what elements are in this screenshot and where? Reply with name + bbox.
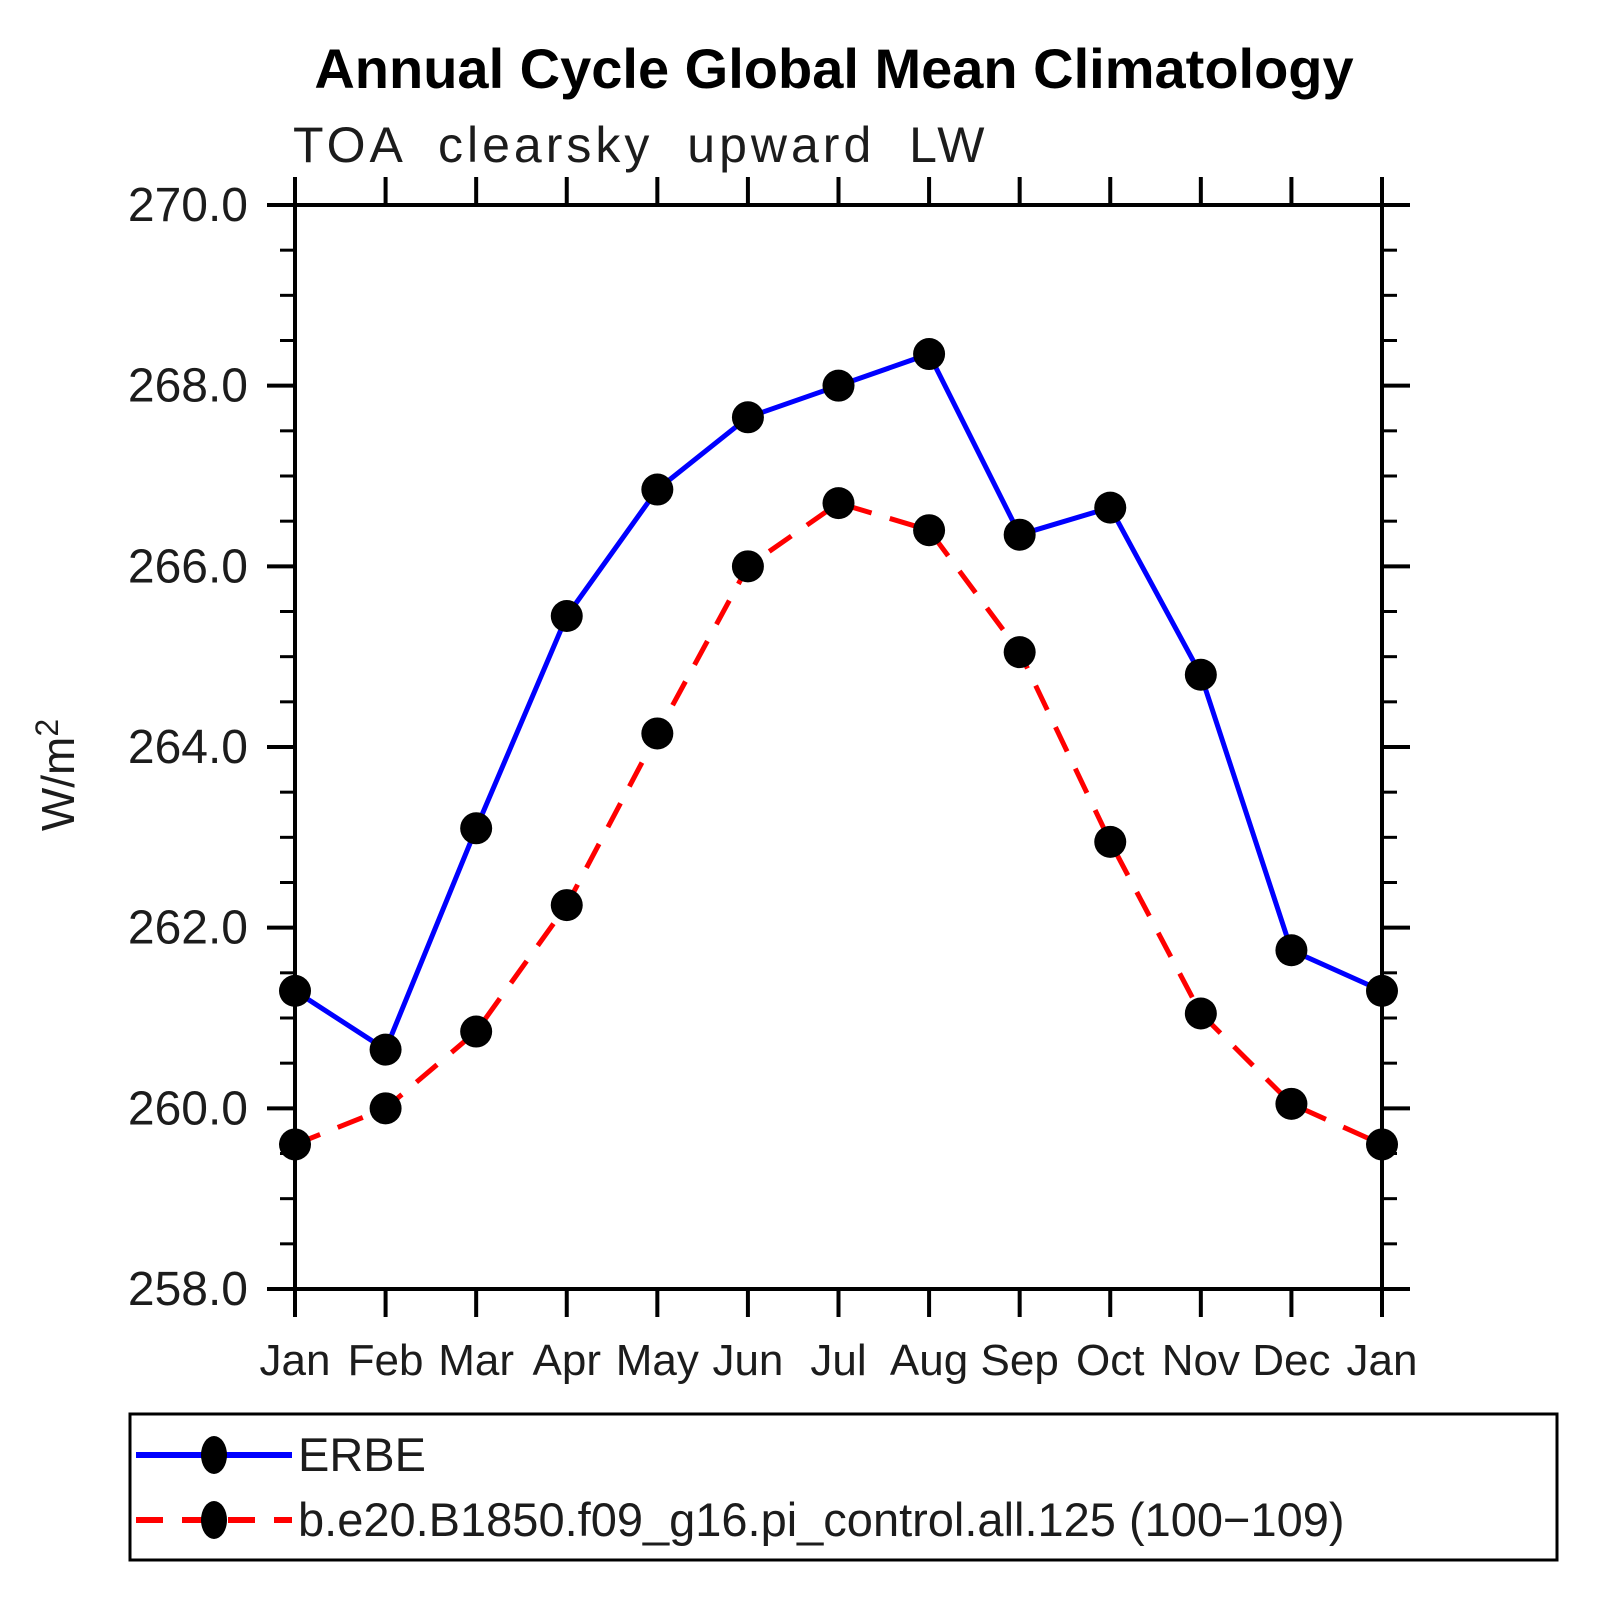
data-point-series-0 bbox=[822, 369, 855, 402]
legend-swatch-marker-0 bbox=[201, 1436, 227, 1474]
data-point-series-1 bbox=[913, 514, 946, 547]
data-point-series-0 bbox=[460, 812, 493, 845]
data-point-series-0 bbox=[1275, 934, 1308, 967]
data-point-series-1 bbox=[641, 717, 674, 750]
x-tick-label: Mar bbox=[438, 1336, 514, 1385]
x-tick-label: Nov bbox=[1162, 1336, 1240, 1385]
x-tick-label: Jun bbox=[712, 1336, 783, 1385]
y-tick-labels: 258.0 260.0 262.0 264.0 266.0 268.0 270.0 bbox=[128, 179, 248, 1316]
y-tick-label: 270.0 bbox=[128, 179, 248, 232]
x-tick-label: Apr bbox=[533, 1336, 601, 1385]
y-axis-label: W/m2 bbox=[29, 719, 84, 831]
data-point-series-1 bbox=[460, 1015, 493, 1048]
data-point-series-0 bbox=[369, 1033, 402, 1066]
x-tick-label: Feb bbox=[348, 1336, 424, 1385]
data-point-series-1 bbox=[279, 1128, 311, 1161]
legend-label-1: b.e20.B1850.f09_g16.pi_control.all.125 (… bbox=[298, 1493, 1345, 1546]
data-point-series-1 bbox=[731, 550, 764, 583]
y-tick-label: 258.0 bbox=[128, 1263, 248, 1316]
data-point-series-0 bbox=[641, 473, 674, 506]
data-point-series-1 bbox=[1003, 636, 1036, 669]
data-point-series-0 bbox=[1184, 658, 1217, 691]
data-point-series-0 bbox=[1094, 491, 1127, 524]
plot-frame bbox=[293, 203, 1384, 1291]
data-point-series-0 bbox=[550, 600, 583, 633]
data-point-series-1 bbox=[1366, 1128, 1398, 1161]
data-point-series-1 bbox=[1184, 997, 1217, 1030]
data-point-series-0 bbox=[279, 974, 311, 1007]
y-tick-label: 264.0 bbox=[128, 721, 248, 774]
y-tick-label: 268.0 bbox=[128, 360, 248, 413]
series-group bbox=[279, 338, 1398, 1161]
x-tick-label: Dec bbox=[1252, 1336, 1330, 1385]
axis-ticks bbox=[267, 177, 1410, 1317]
data-point-series-1 bbox=[1094, 825, 1127, 858]
chart-title: Annual Cycle Global Mean Climatology bbox=[314, 37, 1353, 100]
x-tick-label: Jan bbox=[1347, 1336, 1418, 1385]
x-tick-label: May bbox=[616, 1336, 699, 1385]
data-point-series-0 bbox=[1003, 518, 1036, 551]
series-line-1 bbox=[294, 500, 1384, 1147]
legend-box bbox=[128, 1412, 1559, 1562]
chart-subtitle: TOA clearsky upward LW bbox=[293, 117, 988, 173]
data-point-series-1 bbox=[1275, 1087, 1308, 1120]
data-point-series-0 bbox=[731, 401, 764, 434]
x-tick-label: Jan bbox=[260, 1336, 331, 1385]
y-axis-label-superscript: 2 bbox=[29, 719, 65, 737]
x-tick-label: Aug bbox=[890, 1336, 968, 1385]
legend-rows: ERBE b.e20.B1850.f09_g16.pi_control.all.1… bbox=[136, 1428, 1345, 1546]
x-tick-label: Jul bbox=[810, 1336, 866, 1385]
y-tick-label: 260.0 bbox=[128, 1082, 248, 1135]
data-point-series-1 bbox=[550, 889, 583, 922]
y-tick-label: 266.0 bbox=[128, 540, 248, 593]
data-point-series-0 bbox=[1366, 974, 1398, 1007]
data-point-series-1 bbox=[822, 487, 855, 520]
legend: ERBE b.e20.B1850.f09_g16.pi_control.all.1… bbox=[128, 1412, 1559, 1562]
x-tick-label: Oct bbox=[1076, 1336, 1144, 1385]
x-tick-labels: Jan Feb Mar Apr May Jun Jul Aug Sep Oct Nov Dec Jan bbox=[260, 1336, 1418, 1385]
x-tick-label: Sep bbox=[981, 1336, 1059, 1385]
y-tick-label: 262.0 bbox=[128, 902, 248, 955]
legend-label-0: ERBE bbox=[298, 1428, 426, 1481]
data-point-series-0 bbox=[913, 338, 946, 371]
data-point-series-1 bbox=[369, 1092, 402, 1125]
series-line-0 bbox=[293, 350, 1384, 1054]
legend-swatch-marker-1 bbox=[201, 1501, 227, 1539]
